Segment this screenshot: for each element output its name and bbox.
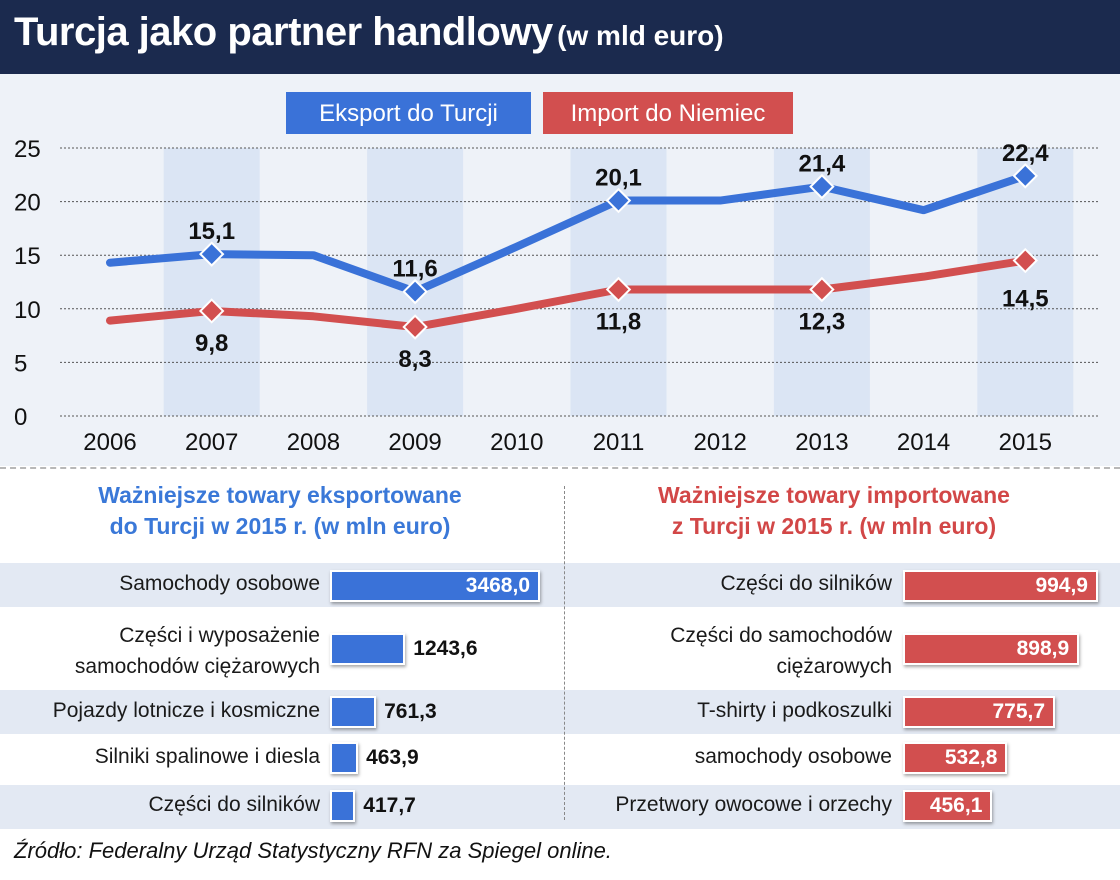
data-label: 20,1 (595, 165, 642, 192)
page-title: Turcja jako partner handlowy (w mld euro… (14, 10, 724, 55)
import-value-label: 994,9 (1035, 574, 1088, 597)
import-bar (903, 790, 993, 822)
source-note: Źródło: Federalny Urząd Statystyczny RFN… (14, 838, 612, 863)
x-tick-label: 2013 (795, 429, 848, 456)
data-label: 9,8 (195, 330, 228, 357)
series-line (106, 171, 1030, 296)
export-value-label: 1243,6 (413, 637, 478, 660)
import-item-label: T-shirty i podkoszulki (697, 699, 892, 722)
x-tick-label: 2015 (999, 429, 1052, 456)
import-item-label: Części do silników (720, 572, 892, 595)
column-band (977, 148, 1074, 416)
export-bar (330, 790, 356, 822)
y-tick-label: 5 (14, 350, 27, 377)
header-banner: Turcja jako partner handlowy (w mld euro… (0, 0, 1120, 74)
export-item-label: Samochody osobowe (119, 572, 320, 595)
data-point-marker (809, 276, 835, 303)
exports-section-title: Ważniejsze towary eksportowane do Turcji… (20, 480, 540, 542)
import-value-label: 532,8 (944, 746, 998, 769)
legend-swatch (286, 92, 531, 134)
y-tick-label: 10 (14, 297, 41, 324)
export-item-label: Części i wyposażenie samochodów ciężarowy… (0, 620, 320, 682)
import-value-label: 456,1 (929, 794, 983, 817)
export-bar (330, 633, 406, 665)
series-line (106, 256, 1030, 332)
y-tick-label: 15 (14, 243, 41, 270)
legend-label: Eksport do Turcji (319, 100, 498, 127)
imports-section-title: Ważniejsze towary importowane z Turcji w… (574, 480, 1094, 542)
export-value-label: 3468,0 (465, 574, 530, 597)
export-item-label: Pojazdy lotnicze i kosmiczne (52, 699, 320, 722)
data-label: 22,4 (1002, 140, 1049, 167)
data-label: 8,3 (398, 346, 431, 373)
import-bar (903, 742, 1008, 774)
export-item-label: Części do silników (148, 793, 320, 816)
x-tick-label: 2009 (388, 429, 441, 456)
title-main: Turcja jako partner handlowy (14, 10, 553, 54)
import-item-label: samochody osobowe (694, 745, 892, 768)
line-chart-area: 0 5 10 15 20 25 2006 2007 2008 2009 2010 2011 2012 20… (0, 74, 1120, 466)
x-tick-label: 2008 (287, 429, 340, 456)
export-value-label: 417,7 (363, 794, 416, 817)
imports-title-line1: Ważniejsze towary importowane (658, 482, 1010, 508)
horizontal-divider (0, 467, 1120, 469)
column-band (163, 148, 260, 416)
data-label: 21,4 (799, 151, 846, 178)
export-value-label: 463,9 (366, 746, 419, 769)
import-item-label: Części do samochodów ciężarowych (560, 620, 892, 682)
imports-title-line2: z Turcji w 2015 r. (w mln euro) (671, 513, 997, 539)
x-tick-label: 2010 (490, 429, 543, 456)
data-point-marker (402, 314, 428, 340)
data-point-marker (605, 187, 632, 214)
data-label: 11,8 (596, 309, 641, 336)
title-subtitle: (w mld euro) (557, 20, 724, 51)
y-tick-label: 20 (14, 190, 41, 217)
line-chart: 0 5 10 15 20 25 2006 2007 2008 2009 2010 2011 2012 20… (14, 92, 1098, 456)
data-label: 11,6 (392, 256, 437, 283)
x-tick-label: 2007 (185, 429, 238, 456)
import-bar (903, 633, 1080, 665)
import-item-label-line2: ciężarowych (776, 655, 892, 678)
data-label: 14,5 (1002, 286, 1049, 313)
vertical-divider (564, 486, 565, 820)
exports-title-line2: do Turcji w 2015 r. (w mln euro) (109, 513, 451, 539)
export-bar (330, 696, 377, 728)
legend-label: Import do Niemiec (571, 100, 766, 127)
import-value-label: 775,7 (992, 700, 1046, 723)
export-value-label: 761,3 (384, 700, 437, 723)
data-point-marker (1012, 247, 1039, 274)
y-tick-label: 0 (14, 404, 27, 431)
data-label: 12,3 (799, 309, 846, 336)
export-item-label-line2: samochodów ciężarowych (74, 655, 320, 678)
data-point-marker (198, 298, 225, 324)
export-bar (330, 570, 540, 602)
import-bar (903, 696, 1056, 728)
data-point-marker (402, 278, 428, 305)
data-label: 15,1 (188, 218, 235, 245)
import-item-label: Przetwory owocowe i orzechy (615, 793, 892, 816)
y-tick-label: 25 (14, 136, 41, 163)
x-tick-label: 2012 (694, 429, 747, 456)
import-item-label-line1: Części do samochodów (670, 624, 892, 647)
x-tick-label: 2006 (83, 429, 136, 456)
export-item-label-line1: Części i wyposażenie (119, 624, 320, 647)
import-bar (903, 570, 1098, 602)
legend-swatch (543, 92, 793, 134)
import-value-label: 898,9 (1016, 637, 1070, 660)
x-tick-label: 2011 (593, 429, 645, 456)
export-bar (330, 742, 359, 774)
data-point-marker (605, 276, 632, 303)
data-point-marker (1012, 163, 1039, 189)
x-tick-label: 2014 (897, 429, 950, 456)
export-item-label: Silniki spalinowe i diesla (94, 745, 320, 768)
exports-title-line1: Ważniejsze towary eksportowane (98, 482, 462, 508)
data-point-marker (809, 173, 835, 200)
data-point-marker (198, 241, 225, 267)
